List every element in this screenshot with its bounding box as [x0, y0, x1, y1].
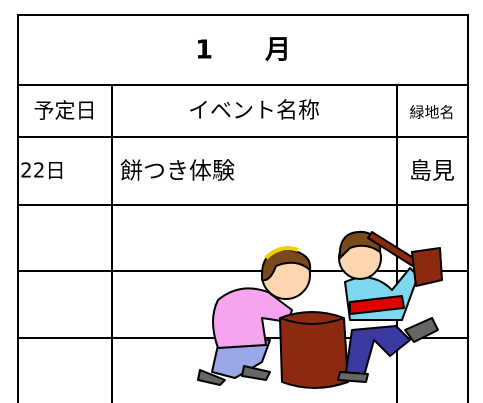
event-cell: 餅つき体験: [120, 159, 235, 185]
table-title: 1 月: [195, 36, 291, 66]
place-cell: 島見: [409, 159, 455, 185]
header-cell: 緑地名: [409, 104, 454, 122]
date-cell: 22日: [20, 159, 65, 183]
header-cell: 予定日: [34, 99, 97, 123]
header-cell: イベント名称: [188, 99, 320, 124]
mochi-clipart: [197, 230, 443, 389]
table-border: [17, 14, 469, 403]
